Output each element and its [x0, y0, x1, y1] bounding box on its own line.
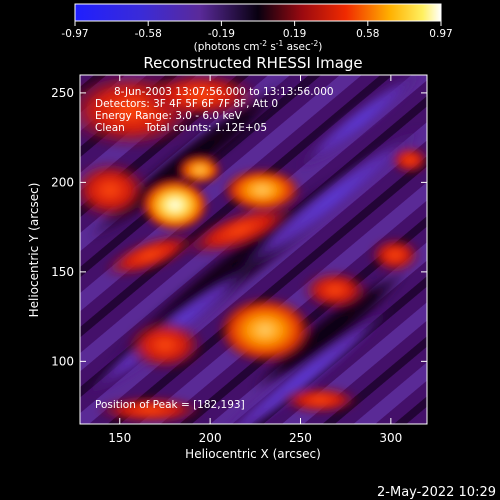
x-axis-label: Heliocentric X (arcsec)	[185, 447, 321, 461]
plot-title: Reconstructed RHESSI Image	[143, 54, 362, 72]
colorbar-tick-label: 0.97	[429, 28, 452, 40]
plot-frame	[79, 74, 428, 425]
heatmap-image	[80, 75, 427, 424]
colorbar-tick-label: 0.19	[283, 28, 306, 40]
peak-position-text: Position of Peak = [182,193]	[95, 399, 245, 411]
colorbar-tick-label: -0.97	[61, 28, 88, 40]
x-tick-label: 300	[379, 431, 402, 445]
y-tick-label: 150	[51, 265, 74, 279]
y-tick-label: 200	[51, 175, 74, 189]
image-annotations: 8-Jun-2003 13:07:56.000 to 13:13:56.000 …	[95, 86, 334, 411]
heatmap-features	[80, 75, 427, 424]
x-axis: 150 200 250 300	[108, 75, 402, 445]
y-tick-label: 250	[51, 86, 74, 100]
time-range-text: 8-Jun-2003 13:07:56.000 to 13:13:56.000	[114, 86, 334, 98]
y-axis: 100 150 200 250	[51, 86, 427, 368]
clean-text: Clean	[95, 122, 125, 134]
colorbar-gradient	[74, 3, 442, 22]
x-tick-label: 150	[108, 431, 131, 445]
y-tick-label: 100	[51, 354, 74, 368]
total-counts-text: Total counts: 1.12E+05	[144, 122, 267, 134]
colorbar-tick-label: 0.58	[356, 28, 379, 40]
colorbar-units: (photons cm-2 s-1 asec-2)	[194, 39, 323, 53]
y-axis-label: Heliocentric Y (arcsec)	[27, 183, 41, 318]
x-tick-label: 200	[199, 431, 222, 445]
energy-range-text: Energy Range: 3.0 - 6.0 keV	[95, 110, 243, 122]
colorbar-tick-label: -0.19	[208, 28, 235, 40]
footer-timestamp: 2-May-2022 10:29	[377, 485, 496, 500]
colorbar-ticks: -0.97 -0.58 -0.19 0.19 0.58 0.97	[61, 21, 453, 40]
detectors-text: Detectors: 3F 4F 5F 6F 7F 8F, Att 0	[95, 98, 278, 110]
x-tick-label: 250	[289, 431, 312, 445]
colorbar-tick-label: -0.58	[135, 28, 162, 40]
colorbar: -0.97 -0.58 -0.19 0.19 0.58 0.97 (photons cm-…	[61, 3, 453, 53]
